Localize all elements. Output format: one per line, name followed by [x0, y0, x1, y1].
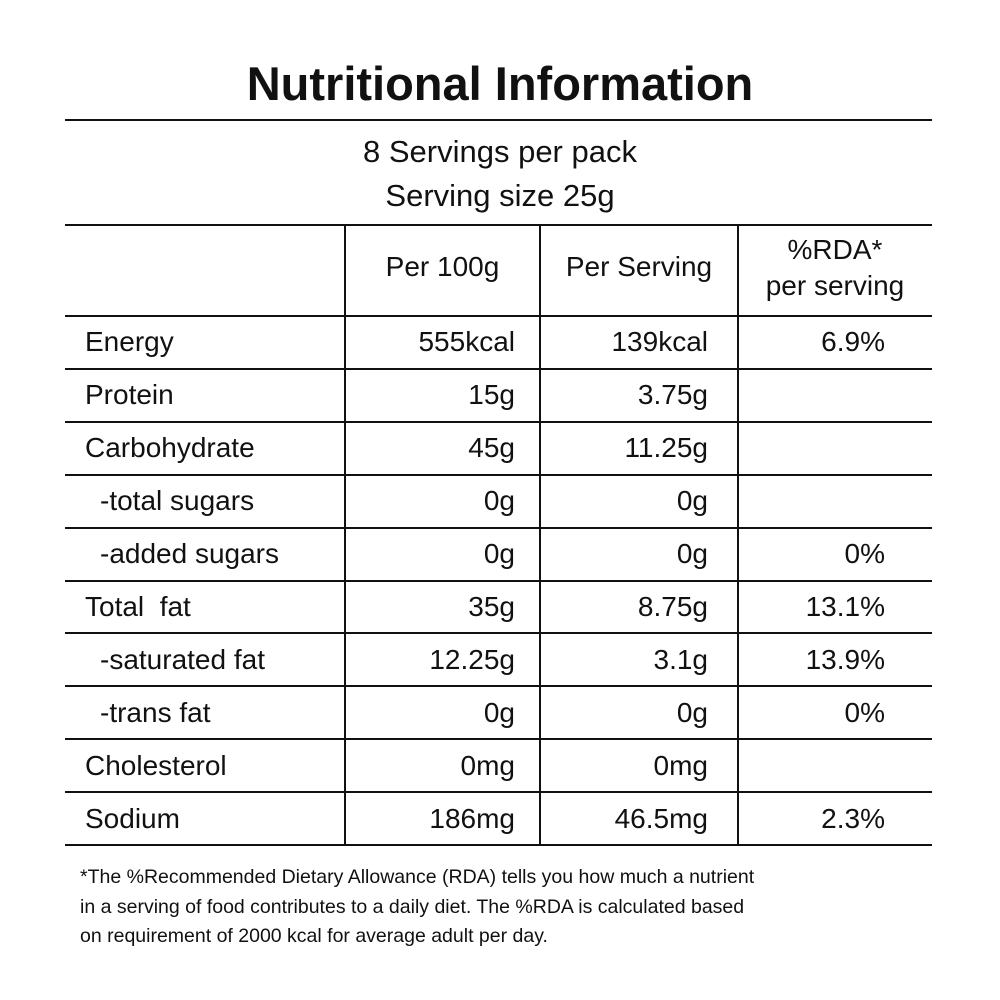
row-rule: [65, 791, 932, 793]
rule: [65, 119, 932, 121]
nutrient-name: Cholesterol: [85, 749, 227, 781]
row-rule: [65, 685, 932, 687]
column-rule: [344, 225, 346, 845]
nutrient-value: 0%: [844, 538, 885, 570]
nutrient-value: 0g: [483, 696, 515, 728]
footnote: on requirement of 2000 kcal for average …: [80, 925, 548, 947]
nutrient-value: 0g: [676, 696, 708, 728]
row-rule: [65, 474, 932, 476]
nutrient-value: 0g: [676, 485, 708, 517]
nutrient-value: 3.75g: [637, 379, 708, 411]
nutrient-value: 13.1%: [805, 590, 885, 622]
nutrient-name: -total sugars: [100, 485, 255, 517]
column-rule: [539, 225, 541, 845]
nutrient-value: 139kcal: [611, 326, 708, 358]
nutrient-value: 0g: [483, 485, 515, 517]
nutrient-value: 0mg: [460, 749, 515, 781]
column-rule: [737, 225, 739, 845]
nutrient-name: Sodium: [85, 802, 180, 834]
nutrient-value: 0mg: [653, 749, 708, 781]
nutrient-name: -saturated fat: [100, 643, 265, 675]
row-rule: [65, 421, 932, 423]
row-rule: [65, 527, 932, 529]
row-rule: [65, 632, 932, 634]
nutrient-value: 2.3%: [821, 802, 885, 834]
nutrient-value: 35g: [468, 590, 515, 622]
nutrient-value: 13.9%: [805, 643, 885, 675]
nutrient-name: -trans fat: [100, 696, 211, 728]
footnote: in a serving of food contributes to a da…: [80, 895, 745, 918]
nutrient-name: Protein: [85, 379, 174, 411]
column-header: per serving: [765, 270, 905, 301]
nutrient-value: 186mg: [429, 802, 515, 834]
column-header: Per Serving: [565, 251, 713, 282]
nutrient-value: 0%: [844, 696, 885, 728]
nutrient-value: 3.1g: [653, 643, 709, 675]
row-rule: [65, 580, 932, 582]
serving-info: 8 Servings per pack: [363, 134, 637, 169]
nutrient-value: 46.5mg: [614, 802, 708, 834]
nutrient-value: 0g: [483, 538, 515, 570]
nutrient-value: 555kcal: [418, 326, 515, 358]
nutrient-name: Energy: [85, 326, 174, 358]
nutrient-value: 45g: [468, 432, 515, 464]
nutrient-value: 8.75g: [637, 590, 708, 622]
column-header: %RDA*: [787, 234, 883, 265]
nutrient-value: 0g: [676, 538, 708, 570]
nutrient-value: 15g: [468, 379, 515, 411]
row-rule: [65, 368, 932, 370]
column-header: Per 100g: [385, 251, 500, 282]
nutrient-value: 12.25g: [429, 643, 515, 675]
row-rule: [65, 738, 932, 740]
nutrient-name: Total fat: [85, 590, 191, 622]
serving-info: Serving size 25g: [385, 178, 615, 213]
nutrient-value: 11.25g: [624, 432, 708, 464]
footnote: *The %Recommended Dietary Allowance (RDA…: [80, 866, 755, 888]
rule: [65, 315, 932, 317]
rule: [65, 224, 932, 226]
nutrient-name: Carbohydrate: [85, 432, 255, 464]
row-rule: [65, 844, 932, 846]
nutrient-value: 6.9%: [821, 326, 885, 358]
title: Nutritional Information: [246, 57, 754, 110]
nutrient-name: -added sugars: [100, 538, 280, 570]
